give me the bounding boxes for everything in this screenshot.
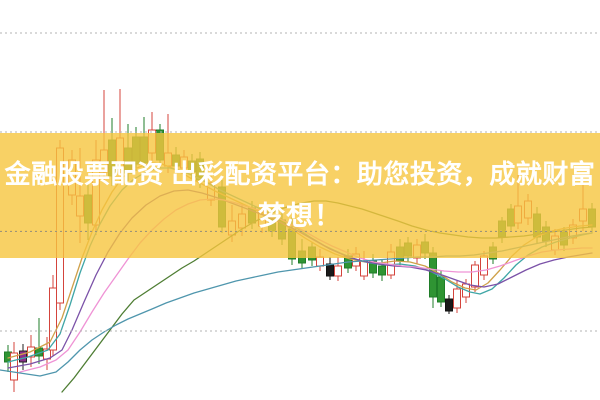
candle-body	[437, 276, 445, 303]
candle-body	[326, 263, 334, 277]
candle-body	[19, 350, 27, 363]
promo-banner: 金融股票配资 出彩配资平台：助您投资，成就财富 梦想！	[0, 133, 600, 258]
candle-body	[445, 298, 453, 312]
candle-body	[360, 260, 368, 277]
candle-body	[378, 265, 386, 276]
candle-body	[334, 265, 342, 277]
candle-body	[480, 255, 488, 276]
promo-title-line2: 梦想！	[258, 201, 342, 231]
candle-body	[471, 264, 479, 288]
candle-body	[369, 260, 377, 274]
candle-body	[429, 252, 437, 298]
gridline-overlay	[0, 231, 600, 232]
promo-title-line1: 金融股票配资 出彩配资平台：助您投资，成就财富	[4, 159, 596, 189]
candle-body	[453, 288, 461, 309]
candle-body	[316, 256, 324, 267]
candle-body	[49, 287, 57, 351]
